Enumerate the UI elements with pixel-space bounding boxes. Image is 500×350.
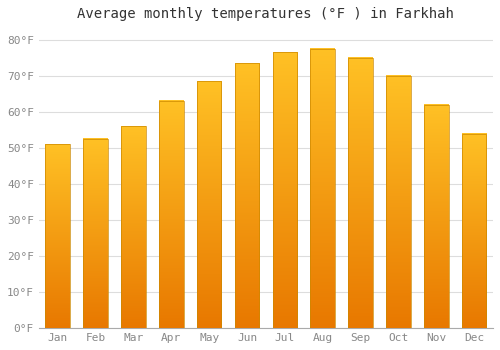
Bar bbox=[424, 105, 448, 328]
Bar bbox=[46, 145, 70, 328]
Bar bbox=[386, 76, 410, 328]
Bar bbox=[348, 58, 373, 328]
Bar bbox=[159, 101, 184, 328]
Bar bbox=[272, 52, 297, 328]
Bar bbox=[234, 63, 260, 328]
Bar bbox=[197, 81, 222, 328]
Bar bbox=[462, 134, 486, 328]
Title: Average monthly temperatures (°F ) in Farkhah: Average monthly temperatures (°F ) in Fa… bbox=[78, 7, 454, 21]
Bar bbox=[310, 49, 335, 328]
Bar bbox=[84, 139, 108, 328]
Bar bbox=[121, 126, 146, 328]
